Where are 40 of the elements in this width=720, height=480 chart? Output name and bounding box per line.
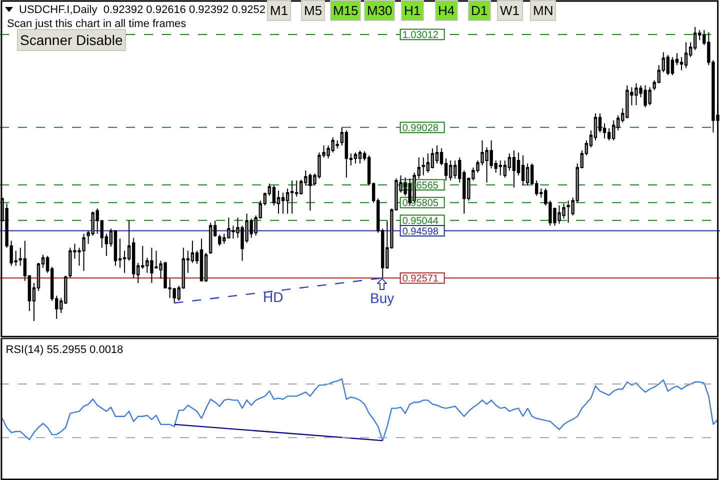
annotation: M15 bbox=[333, 3, 358, 18]
candlestick bbox=[521, 154, 525, 186]
y-tick-label: 0.99028 bbox=[402, 122, 439, 134]
candlestick bbox=[422, 156, 426, 176]
candlestick bbox=[354, 152, 358, 164]
annotation: M30 bbox=[367, 3, 392, 18]
candlestick bbox=[666, 54, 670, 76]
annotation: M5 bbox=[304, 3, 322, 18]
candlestick bbox=[453, 160, 457, 179]
annotation: MN bbox=[533, 3, 554, 18]
candlestick bbox=[448, 160, 452, 182]
annotation: Scan just this chart in all time frames bbox=[7, 18, 187, 30]
candlestick bbox=[358, 150, 362, 164]
y-tick-label: 1.03012 bbox=[402, 30, 439, 41]
annotation: H4 bbox=[438, 3, 455, 18]
annotation: W1 bbox=[500, 3, 520, 18]
candlestick bbox=[281, 192, 285, 214]
annotation: HD bbox=[263, 289, 284, 305]
candlestick bbox=[114, 230, 118, 266]
candlestick bbox=[670, 56, 674, 76]
annotation: H1 bbox=[404, 3, 421, 18]
annotation: Buy bbox=[370, 290, 394, 306]
candlestick bbox=[512, 150, 516, 188]
candlestick bbox=[344, 130, 348, 178]
candlestick bbox=[684, 42, 688, 69]
y-tick-label: 0.94598 bbox=[402, 226, 439, 238]
candlestick bbox=[435, 145, 439, 164]
candlestick bbox=[290, 180, 294, 214]
chart-title: RSI(14) 55.2955 0.0018 bbox=[6, 344, 124, 356]
annotation: M1 bbox=[270, 3, 288, 18]
candlestick bbox=[200, 238, 204, 282]
candlestick bbox=[426, 152, 430, 174]
candlestick bbox=[208, 222, 212, 254]
y-tick-label: 0.92571 bbox=[402, 274, 439, 285]
annotation: USDCHF.I,Daily 0.92392 0.92616 0.92392 0.9252 bbox=[19, 4, 266, 16]
annotation: Scanner Disable bbox=[20, 32, 123, 48]
y-tick-label: 0.95044 bbox=[402, 216, 439, 227]
candlestick bbox=[430, 148, 434, 169]
y-tick-label: 0.95805 bbox=[402, 198, 439, 210]
annotation: D1 bbox=[471, 3, 488, 18]
